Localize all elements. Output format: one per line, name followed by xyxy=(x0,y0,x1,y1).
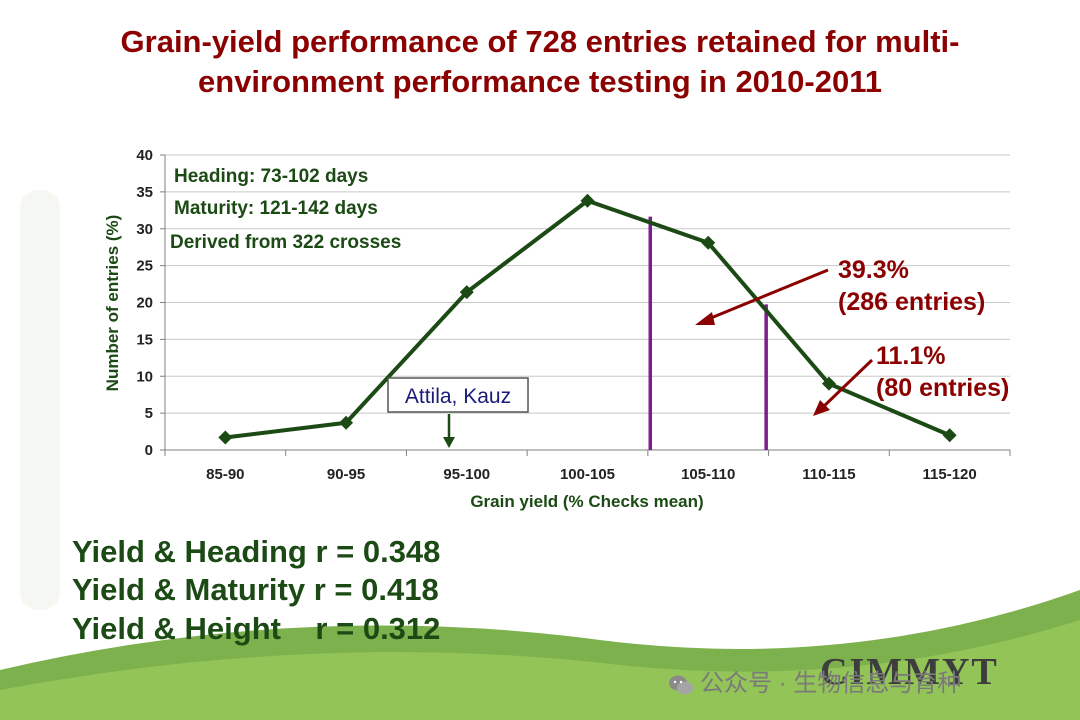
watermark-text: 公众号 · 生物信息与育种 xyxy=(700,670,962,697)
info-box: Heading: 73-102 days Maturity: 121-142 d… xyxy=(170,166,401,253)
x-tick-label: 90-95 xyxy=(327,466,365,483)
y-tick-label: 15 xyxy=(136,331,153,348)
y-tick-label: 25 xyxy=(136,258,153,275)
pct-annotations: 39.3% (286 entries) 11.1% (80 entries) xyxy=(695,256,1009,416)
data-point xyxy=(701,235,716,250)
y-tick-label: 10 xyxy=(136,368,153,385)
corr-maturity: Yield & Maturity r = 0.418 xyxy=(72,572,439,607)
pct-a-arrow xyxy=(705,268,829,322)
corr-height: Yield & Height r = 0.312 xyxy=(72,611,441,646)
pct-b-count: (80 entries) xyxy=(876,374,1009,402)
y-tick-label: 20 xyxy=(136,295,153,312)
x-tick-label: 110-115 xyxy=(802,466,855,483)
cimmyt-logo: CIMMYT xyxy=(820,651,999,693)
grid xyxy=(165,154,1010,414)
x-tick-label: 85-90 xyxy=(206,466,244,483)
pct-b-value: 11.1% xyxy=(876,342,946,370)
x-tick-label: 100-105 xyxy=(560,466,615,483)
pct-b-arrow-head xyxy=(813,400,830,416)
y-tick-label: 40 xyxy=(136,147,153,164)
x-tick-label: 95-100 xyxy=(443,466,490,483)
data-point xyxy=(218,430,233,445)
chart-title-line-1: Grain-yield performance of 728 entries r… xyxy=(120,24,960,59)
x-tick-label: 105-110 xyxy=(681,466,735,483)
pct-a-arrow-head xyxy=(695,312,715,325)
pct-a-value: 39.3% xyxy=(838,256,909,284)
y-axis-ticks: 0 5 10 15 20 25 30 35 40 xyxy=(136,147,165,459)
data-point xyxy=(339,415,354,430)
series-line xyxy=(218,193,957,445)
data-point xyxy=(459,285,474,300)
y-tick-label: 35 xyxy=(136,184,153,201)
y-tick-label: 30 xyxy=(136,221,153,238)
data-point xyxy=(580,193,595,208)
corr-heading: Yield & Heading r = 0.348 xyxy=(72,534,441,569)
chart-title: Grain-yield performance of 728 entries r… xyxy=(0,22,1080,102)
reference-lines xyxy=(648,216,768,450)
check-label-box xyxy=(387,377,529,413)
check-arrow-head xyxy=(443,437,455,448)
pct-a-count: (286 entries) xyxy=(838,288,985,316)
check-label: Attila, Kauz xyxy=(405,385,511,408)
data-point xyxy=(821,376,836,391)
y-tick-label: 0 xyxy=(145,442,153,459)
pct-b-arrow xyxy=(820,358,874,410)
x-axis-ticks: 85-90 90-95 95-100 100-105 105-110 110-115 115… xyxy=(164,450,1011,483)
y-tick-label: 5 xyxy=(145,405,153,422)
info-heading: Heading: 73-102 days xyxy=(174,166,368,187)
y-axis-label: Number of entries (%) xyxy=(103,215,122,392)
x-tick-label: 115-120 xyxy=(923,466,977,483)
wechat-icon xyxy=(669,675,693,695)
info-maturity: Maturity: 121-142 days xyxy=(174,198,378,219)
info-crosses: Derived from 322 crosses xyxy=(170,232,401,253)
data-point xyxy=(942,428,957,443)
chart-title-line-2: environment performance testing in 2010-… xyxy=(198,64,882,99)
check-annotation: Attila, Kauz xyxy=(387,377,529,448)
x-axis-label: Grain yield (% Checks mean) xyxy=(470,492,703,511)
watermark: 公众号 · 生物信息与育种 xyxy=(668,663,961,698)
